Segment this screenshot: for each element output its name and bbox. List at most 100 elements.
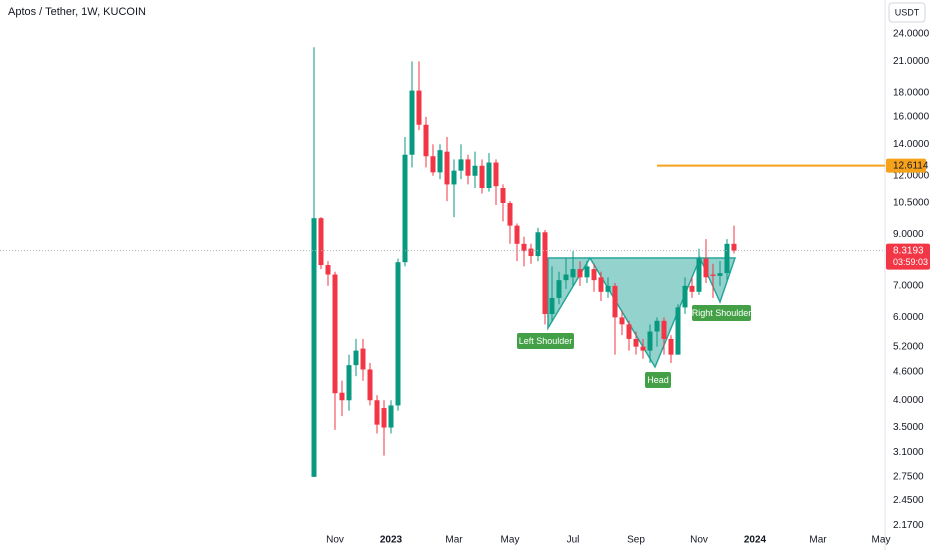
annotation-box [692,305,751,321]
candle-body [430,156,436,173]
candle-body [388,405,394,428]
x-tick-label: May [872,535,891,546]
candle-body [423,124,429,157]
candle-body [416,90,422,125]
y-tick-label: 21.0000 [893,56,930,67]
candle-body [346,365,352,401]
annotation: Left Shoulder [519,336,573,346]
x-tick-label: Sep [627,535,645,546]
y-tick-label: 3.1000 [893,447,924,458]
candle-body [339,392,345,401]
candle-body [318,218,324,266]
candle-body [381,408,387,428]
candle-body [325,265,331,275]
chart-title: Aptos / Tether, 1W, KUCOIN [8,6,146,18]
y-tick-label: 12.0000 [893,170,930,181]
annotation: Right Shoulder [692,308,752,318]
candle-body [395,262,401,406]
candle-body [514,225,520,244]
annotation-box [517,333,574,349]
y-tick-label: 4.6000 [893,366,924,377]
x-tick-label: 2024 [744,535,767,546]
candle-body [598,277,604,292]
candle-body [591,269,597,281]
candle-body [486,162,492,189]
candle-body [353,350,359,366]
last-price-label: 8.3193 [893,246,924,257]
candle-body [563,274,569,281]
candle-body [703,258,709,278]
y-tick-label: 14.0000 [893,139,930,150]
candle-body [332,274,338,394]
candle-body [507,203,513,226]
candle-body [472,165,478,176]
candle-body [465,159,471,176]
candle-body [654,320,660,332]
candle-body [584,266,590,278]
candle-body [724,243,730,274]
candle-body [605,285,611,292]
y-tick-label: 24.0000 [893,29,930,40]
y-tick-label: 5.2000 [893,341,924,352]
y-tick-label: 2.1700 [893,520,924,531]
candle-body [647,331,653,351]
candle-body [493,162,499,187]
last-price-box [886,243,930,270]
candle-body [619,317,625,325]
x-tick-label: Jul [567,535,580,546]
candle-body [409,90,415,155]
candle-body [311,218,317,477]
x-tick-label: Nov [690,535,708,546]
y-tick-label: 9.0000 [893,229,924,240]
y-tick-label: 18.0000 [893,88,930,99]
x-tick-label: Mar [809,535,827,546]
y-tick-label: 3.5000 [893,422,924,433]
candle-body [451,170,457,185]
candle-body [577,269,583,278]
annotation: Head [647,375,669,385]
level-label: 12.6114 [893,161,929,172]
candle-body [542,232,548,315]
countdown-label: 03:59:03 [893,257,928,267]
candle-body [367,369,373,401]
annotation-box [645,372,671,388]
candle-body [360,348,366,370]
candle-body [402,154,408,263]
candle-body [479,165,485,189]
candle-body [675,307,681,355]
candle-body [521,243,527,252]
candle-body [374,400,380,425]
y-tick-label: 2.4500 [893,495,924,506]
y-tick-label: 7.0000 [893,281,924,292]
candle-body [717,273,723,276]
candle-body [626,324,632,339]
candle-body [640,346,646,351]
candle-body [570,269,576,278]
candle-body [437,150,443,173]
currency-button[interactable] [888,2,926,23]
currency-label[interactable]: USDT [895,7,920,17]
candle-body [682,285,688,308]
y-tick-label: 4.0000 [893,395,924,406]
candle-body [549,297,555,315]
y-tick-label: 6.0000 [893,312,924,323]
x-tick-label: May [501,535,520,546]
candles [311,47,737,477]
y-tick-label: 10.5000 [893,198,930,209]
candle-body [528,248,534,257]
candle-body [444,151,450,185]
candle-body [731,243,737,251]
candle-body [500,188,506,204]
level-label-box [886,158,926,173]
candle-body [556,280,562,298]
x-tick-label: Nov [326,535,344,546]
candle-body [458,159,464,171]
candle-body [696,258,702,292]
candle-body [710,274,716,276]
candle-body [689,285,695,292]
candle-body [661,320,667,339]
x-tick-label: Mar [445,535,463,546]
x-tick-label: 2023 [380,535,403,546]
candle-body [668,338,674,355]
